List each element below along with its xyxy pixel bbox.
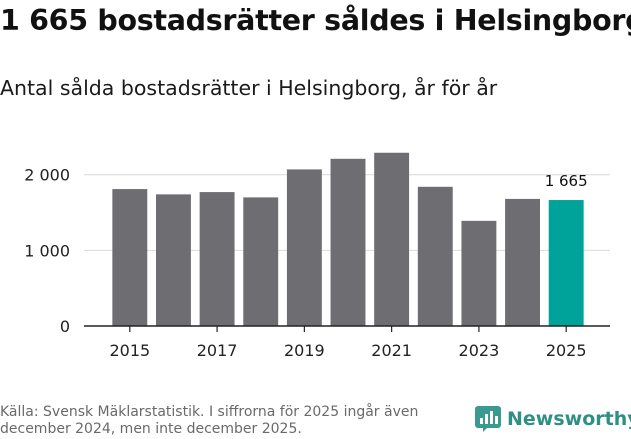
- highlight-value-label: 1 665: [545, 172, 588, 190]
- bar: [112, 189, 148, 326]
- brand-name: Newsworthy: [507, 408, 631, 430]
- bar: [505, 198, 540, 326]
- y-tick-label: 0: [60, 317, 70, 336]
- newsworthy-logo-icon: [475, 406, 501, 432]
- chart-subtitle: Antal sålda bostadsrätter i Helsingborg,…: [0, 76, 498, 100]
- x-axis: [84, 325, 610, 332]
- x-tick-label: 2015: [109, 341, 150, 360]
- x-tick-label: 2021: [371, 341, 412, 360]
- bar: [199, 192, 235, 326]
- chart-title: 1 665 bostadsrätter såldes i Helsingborg: [0, 4, 631, 37]
- y-tick-label: 1 000: [24, 241, 70, 260]
- bar: [243, 197, 279, 326]
- bar: [417, 186, 453, 326]
- bar: [461, 220, 497, 326]
- x-tick-label: 2025: [546, 341, 587, 360]
- source-note: Källa: Svensk Mäklarstatistik. I siffror…: [0, 404, 419, 437]
- x-tick-label: 2019: [284, 341, 325, 360]
- bar: [156, 194, 191, 326]
- brand-logo: Newsworthy: [475, 406, 631, 432]
- bars: [112, 152, 584, 326]
- bar-highlight: [548, 200, 584, 326]
- bar: [374, 152, 410, 326]
- bar: [330, 158, 366, 326]
- y-tick-label: 2 000: [24, 166, 70, 185]
- bar: [286, 169, 322, 326]
- labels: 0 1 000 2 000 1 665 2015 2017 2019 2021 2023 2025: [24, 166, 587, 360]
- bar-chart: 0 1 000 2 000 1 665 2015 2017 2019 2021 2023 2025: [24, 152, 610, 360]
- x-tick-label: 2017: [197, 341, 238, 360]
- x-tick-label: 2023: [459, 341, 500, 360]
